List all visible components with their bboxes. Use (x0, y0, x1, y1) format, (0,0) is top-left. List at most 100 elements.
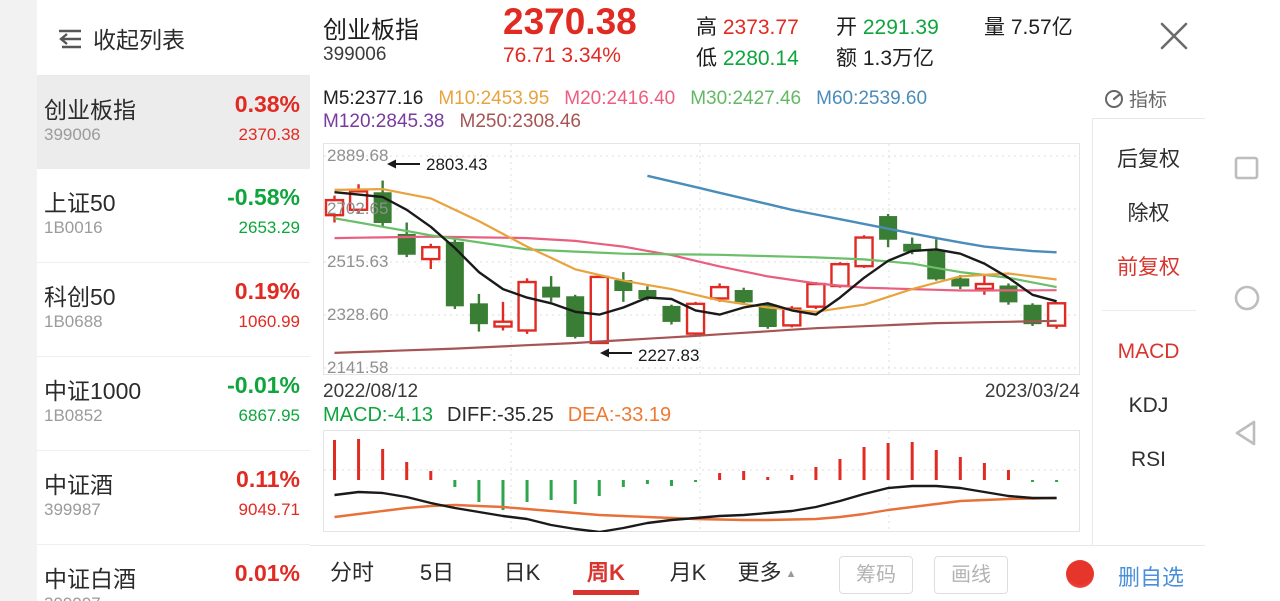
watchlist-name: 中证酒 (44, 472, 113, 498)
period-tab[interactable]: 5日 (419, 560, 455, 585)
watchlist-code: 1B0688 (44, 312, 103, 331)
watchlist-row[interactable]: 上证50 1B0016 -0.58% 2653.29 (37, 169, 310, 263)
y-tick-label: 2141.58 (327, 358, 389, 377)
nav-square-icon[interactable] (1233, 155, 1261, 181)
stat-volume: 量 7.57亿 (984, 11, 1073, 41)
macd-chart[interactable] (323, 430, 1080, 532)
watchlist-percent: 0.01% (234, 560, 300, 586)
stat-low: 低 2280.14 (696, 42, 799, 72)
period-tab[interactable]: 月K (669, 560, 707, 585)
left-gutter (0, 0, 37, 601)
period-tab[interactable]: 周K (582, 556, 630, 595)
ma-labels-row1: M5:2377.16 M10:2453.95 M20:2416.40 M30:2427… (323, 88, 942, 110)
ma-labels-row2: M120:2845.38 M250:2308.46 (323, 111, 596, 133)
open-value: 2291.39 (862, 16, 939, 39)
close-icon (1160, 22, 1188, 50)
collapse-list-button[interactable]: 收起列表 (37, 0, 310, 76)
index-price: 2370.38 (503, 1, 637, 42)
chip-distribution-button[interactable]: 筹码 (839, 556, 913, 594)
watchlist: 创业板指 399006 0.38% 2370.38 上证50 1B0016 -0.58% 26… (37, 76, 310, 601)
low-value: 2280.14 (722, 47, 799, 70)
y-tick-label: 2515.63 (327, 252, 389, 271)
watchlist-name: 科创50 (44, 284, 116, 310)
ma-label: M20:2416.40 (564, 88, 676, 109)
macd-value-label: DEA:-33.19 (567, 404, 672, 426)
right-panel-menu-divider (1102, 310, 1196, 311)
watchlist-name: 创业板指 (44, 97, 136, 123)
period-tab[interactable]: 分时 (329, 560, 374, 585)
watchlist-row[interactable]: 科创50 1B0688 0.19% 1060.99 (37, 263, 310, 357)
watchlist-percent: 0.19% (234, 278, 300, 304)
open-label: 开 (836, 16, 857, 39)
ma-label: M10:2453.95 (438, 88, 550, 109)
y-tick-label: 2702.65 (327, 199, 389, 218)
indicator-label: 指标 (1129, 90, 1168, 111)
amount-label: 额 (836, 47, 857, 70)
watchlist-code: 399997 (44, 594, 101, 601)
close-button[interactable] (1150, 14, 1198, 60)
period-tab[interactable]: 日K (503, 560, 541, 585)
index-code: 399006 (323, 44, 387, 65)
indicator-settings-button[interactable]: 指标 (1103, 85, 1167, 112)
watchlist-value: 6867.95 (238, 406, 300, 425)
watchlist-code: 1B0016 (44, 218, 103, 237)
low-label: 低 (696, 47, 717, 70)
bottom-bar-divider (310, 545, 1205, 546)
macd-value-label: DIFF:-35.25 (447, 404, 554, 426)
period-tab[interactable]: 更多 ▲ (737, 560, 797, 585)
right-panel-divider (1092, 118, 1093, 545)
ma-label: M30:2427.46 (690, 88, 802, 109)
watchlist-row[interactable]: 创业板指 399006 0.38% 2370.38 (37, 76, 310, 169)
macd-value-label: MACD:-4.13 (323, 404, 434, 426)
watchlist-percent: -0.58% (227, 184, 300, 210)
ma-label: M120:2845.38 (323, 111, 445, 132)
collapse-list-label: 收起列表 (93, 26, 185, 53)
indicator-option[interactable]: MACD (1117, 340, 1180, 363)
record-dot-icon[interactable] (1066, 560, 1094, 588)
indicator-gauge-icon (1105, 89, 1123, 108)
date-end: 2023/03/24 (984, 381, 1080, 402)
high-label: 高 (696, 16, 717, 39)
indicator-option[interactable]: RSI (1130, 448, 1166, 471)
nav-back-icon[interactable] (1233, 419, 1261, 447)
watchlist-code: 399006 (44, 125, 101, 144)
watchlist-percent: 0.38% (234, 91, 300, 117)
candlestick-chart[interactable]: 2803.43 2227.83 (323, 143, 1080, 375)
ma-label: M5:2377.16 (323, 88, 424, 109)
watchlist-code: 399987 (44, 500, 101, 519)
stat-open: 开 2291.39 (836, 11, 939, 41)
watchlist-name: 中证白酒 (44, 566, 136, 592)
watchlist-row[interactable]: 中证白酒 399997 0.01% (37, 545, 310, 601)
watchlist-code: 1B0852 (44, 406, 103, 425)
y-tick-label: 2328.60 (327, 305, 389, 324)
index-change: 76.71 3.34% (503, 44, 621, 67)
collapse-arrow-icon (59, 29, 81, 48)
volume-label: 量 (984, 16, 1005, 39)
watchlist-row[interactable]: 中证1000 1B0852 -0.01% 6867.95 (37, 357, 310, 451)
ma-label: M250:2308.46 (459, 111, 582, 132)
watchlist-value: 1060.99 (238, 312, 300, 331)
adjust-option[interactable]: 除权 (1127, 202, 1170, 225)
watchlist-name: 中证1000 (44, 378, 142, 404)
svg-text:2227.83: 2227.83 (638, 346, 699, 365)
indicator-option[interactable]: KDJ (1128, 394, 1169, 417)
nav-circle-icon[interactable] (1233, 284, 1261, 312)
delete-watchlist-button[interactable]: 删自选 (1118, 565, 1185, 590)
date-start: 2022/08/12 (323, 381, 419, 402)
ma-label: M60:2539.60 (816, 88, 928, 109)
stat-high: 高 2373.77 (696, 11, 799, 41)
macd-values-row: MACD:-4.13 DIFF:-35.25 DEA:-33.19 (323, 404, 685, 427)
volume-value: 7.57亿 (1010, 16, 1073, 39)
draw-line-button[interactable]: 画线 (934, 556, 1008, 594)
watchlist-value: 9049.71 (238, 500, 300, 519)
watchlist-row[interactable]: 中证酒 399987 0.11% 9049.71 (37, 451, 310, 545)
index-name: 创业板指 (323, 17, 419, 44)
right-panel-top-border (1092, 118, 1205, 119)
y-tick-label: 2889.68 (327, 146, 389, 165)
adjust-option[interactable]: 前复权 (1117, 256, 1180, 279)
adjust-option[interactable]: 后复权 (1117, 148, 1180, 171)
svg-text:2803.43: 2803.43 (426, 155, 487, 174)
more-caret-icon: ▲ (785, 568, 797, 580)
watchlist-percent: 0.11% (236, 466, 300, 492)
